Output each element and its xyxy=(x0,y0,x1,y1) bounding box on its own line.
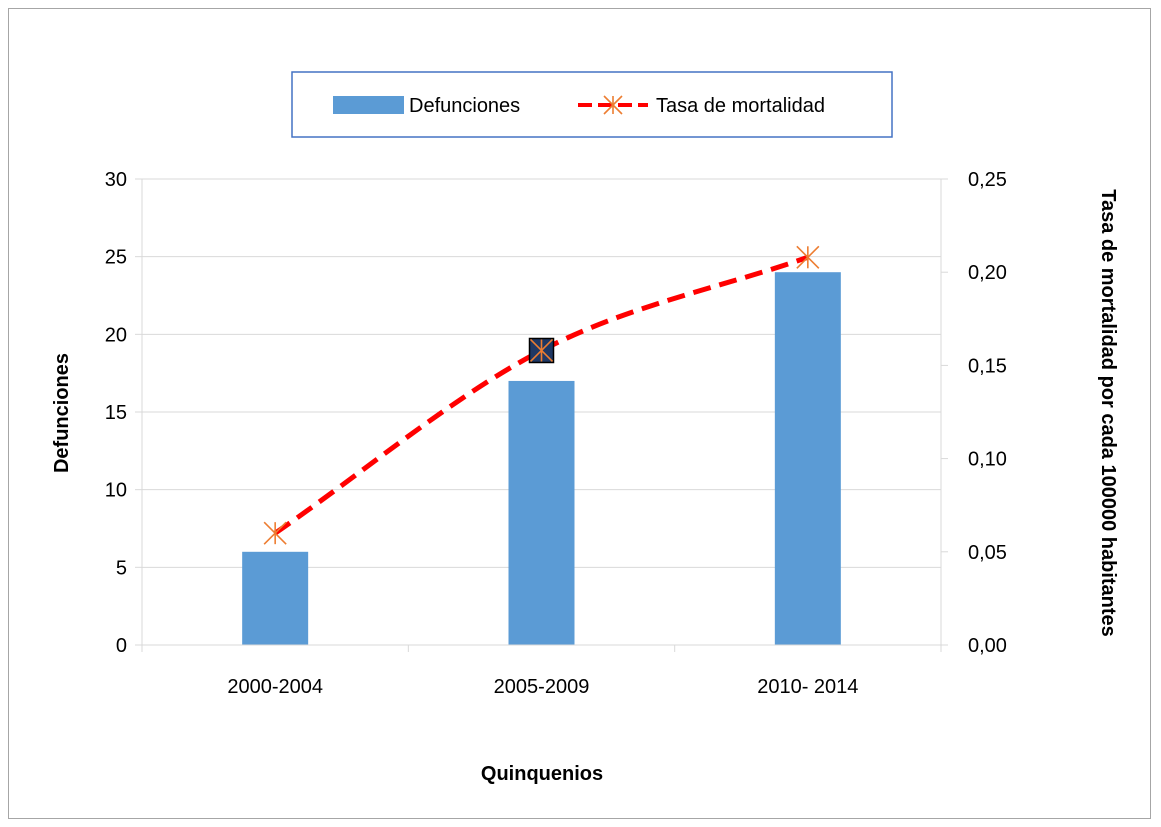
x-tick-label: 2010- 2014 xyxy=(757,676,858,698)
y2-axis-title: Tasa de mortalidad por cada 100000 habit… xyxy=(1097,189,1119,637)
y2-tick-label: 0,05 xyxy=(968,542,1007,564)
y-axis-title: Defunciones xyxy=(51,353,73,473)
legend-swatch-defunciones xyxy=(333,96,404,114)
chart-frame xyxy=(8,8,1151,819)
y2-tick-label: 0,00 xyxy=(968,635,1007,657)
x-tick-label: 2000-2004 xyxy=(227,676,323,698)
bar xyxy=(508,380,575,645)
y-tick-label: 15 xyxy=(105,402,127,424)
line-series xyxy=(263,245,820,545)
legend-marker-tasa xyxy=(603,95,623,115)
data-point-marker xyxy=(529,338,554,363)
legend: Defunciones Tasa de mortalidad xyxy=(291,71,893,138)
y-tick-label: 0 xyxy=(116,635,127,657)
y-tick-label: 20 xyxy=(105,324,127,346)
data-point-marker xyxy=(263,521,287,545)
bar xyxy=(242,551,309,645)
bar xyxy=(774,272,841,645)
y-tick-label: 25 xyxy=(105,247,127,269)
y-tick-label: 30 xyxy=(105,169,127,191)
axes: 0 5 10 15 20 25 30 0,00 0,05 0,10 0,15 0,20 0,25 2000… xyxy=(105,169,1007,698)
bar-series xyxy=(242,272,841,645)
y2-tick-label: 0,25 xyxy=(968,169,1007,191)
legend-label-tasa: Tasa de mortalidad xyxy=(656,95,825,117)
mortality-rate-line xyxy=(273,254,809,536)
y2-tick-label: 0,10 xyxy=(968,449,1007,471)
y2-tick-label: 0,15 xyxy=(968,355,1007,377)
legend-asterisk xyxy=(603,95,623,115)
y2-tick-label: 0,20 xyxy=(968,262,1007,284)
legend-label-defunciones: Defunciones xyxy=(409,95,520,117)
data-point-marker xyxy=(796,245,820,269)
y-tick-label: 5 xyxy=(116,557,127,579)
x-axis-title: Quinquenios xyxy=(481,763,603,785)
y-tick-label: 10 xyxy=(105,480,127,502)
x-tick-label: 2005-2009 xyxy=(494,676,590,698)
